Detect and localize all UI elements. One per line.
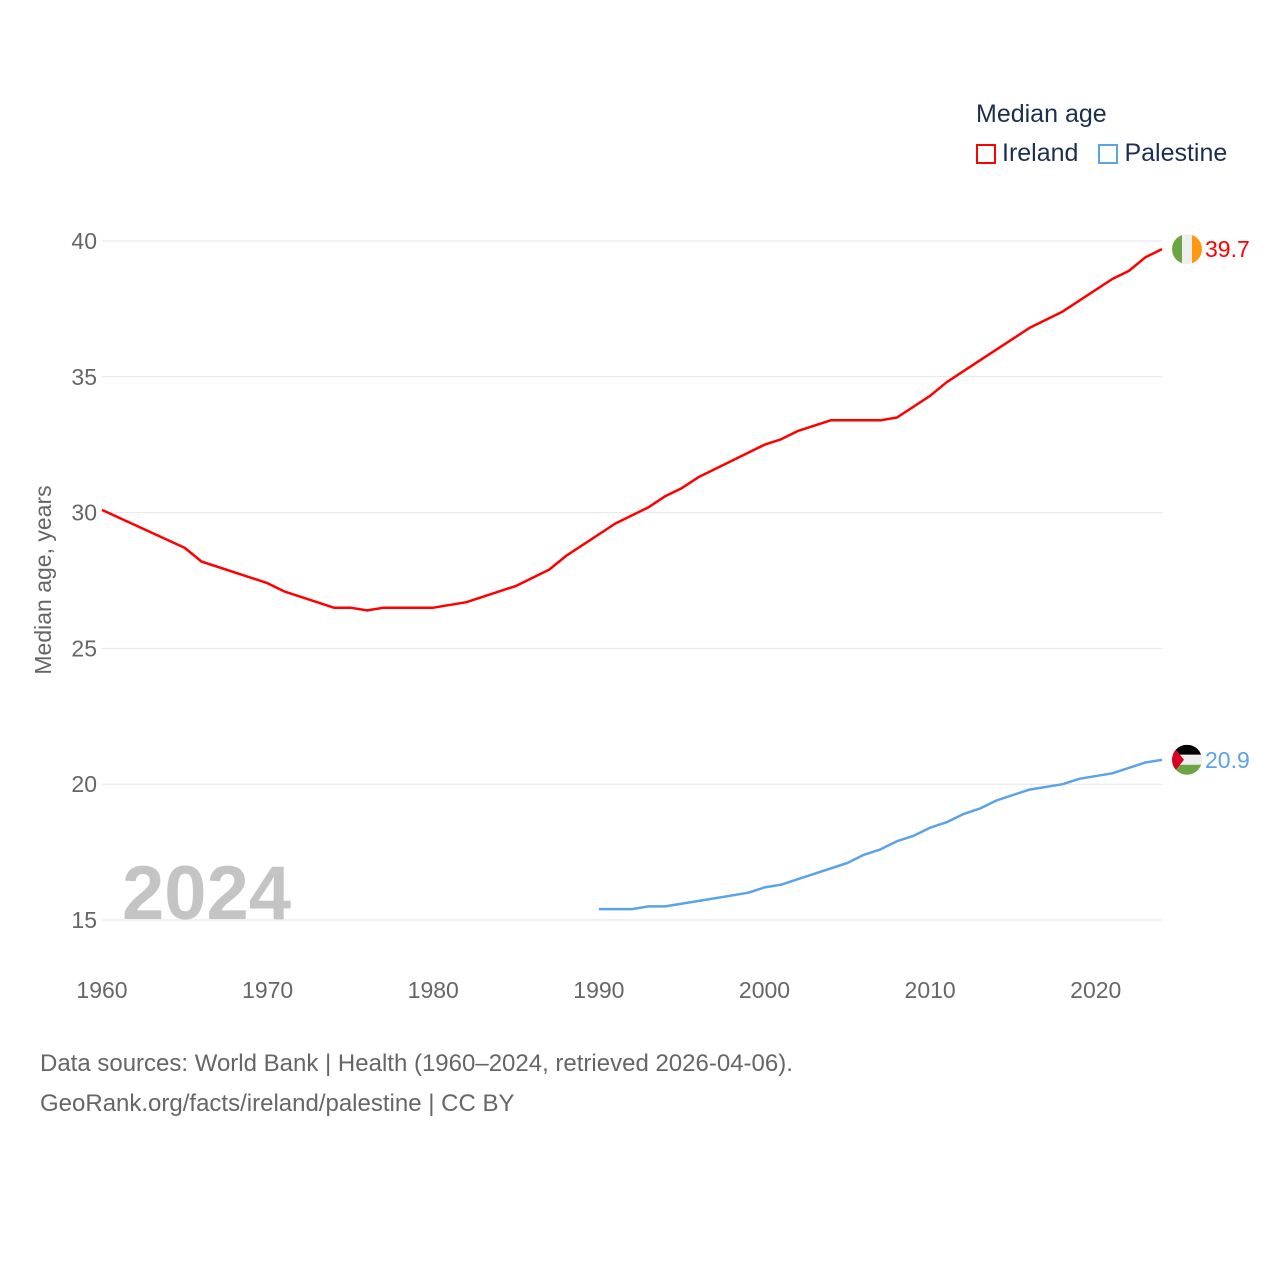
legend-item-palestine[interactable]: Palestine bbox=[1098, 139, 1227, 168]
y-tick-label: 35 bbox=[71, 364, 97, 390]
legend-label: Ireland bbox=[1002, 139, 1079, 167]
year-watermark: 2024 bbox=[122, 851, 292, 936]
x-tick-label: 2010 bbox=[905, 977, 956, 1003]
y-axis-label: Median age, years bbox=[30, 485, 56, 674]
legend-swatch bbox=[1098, 143, 1119, 164]
x-tick-label: 1990 bbox=[573, 977, 624, 1003]
x-tick-label: 1960 bbox=[76, 977, 127, 1003]
end-value-label: 39.7 bbox=[1205, 236, 1250, 262]
y-tick-label: 25 bbox=[71, 635, 97, 661]
x-tick-label: 1980 bbox=[408, 977, 459, 1003]
y-tick-label: 20 bbox=[71, 771, 97, 797]
y-tick-label: 30 bbox=[71, 500, 97, 526]
legend-item-ireland[interactable]: Ireland bbox=[976, 139, 1078, 168]
legend-label: Palestine bbox=[1124, 139, 1228, 167]
x-tick-label: 1970 bbox=[242, 977, 293, 1003]
legend-swatch bbox=[976, 143, 996, 164]
end-value-label: 20.9 bbox=[1205, 747, 1250, 773]
series-line-ireland bbox=[101, 247, 1163, 612]
x-tick-label: 2020 bbox=[1070, 977, 1121, 1003]
credit-link[interactable]: GeoRank.org/facts/ireland/palestine | CC… bbox=[40, 1090, 515, 1117]
legend-title: Median age bbox=[976, 100, 1107, 128]
x-tick-label: 2000 bbox=[739, 977, 790, 1003]
legend: Median age Ireland Palestine bbox=[976, 100, 1227, 168]
series-line-palestine bbox=[598, 758, 1163, 911]
footer: Data sources: World Bank | Health (1960–… bbox=[40, 1044, 793, 1124]
palestine-flag-icon bbox=[1172, 744, 1202, 775]
ireland-flag-icon bbox=[1172, 234, 1202, 265]
y-tick-label: 15 bbox=[71, 907, 97, 933]
y-tick-label: 40 bbox=[71, 228, 97, 254]
data-sources: Data sources: World Bank | Health (1960–… bbox=[40, 1050, 793, 1077]
